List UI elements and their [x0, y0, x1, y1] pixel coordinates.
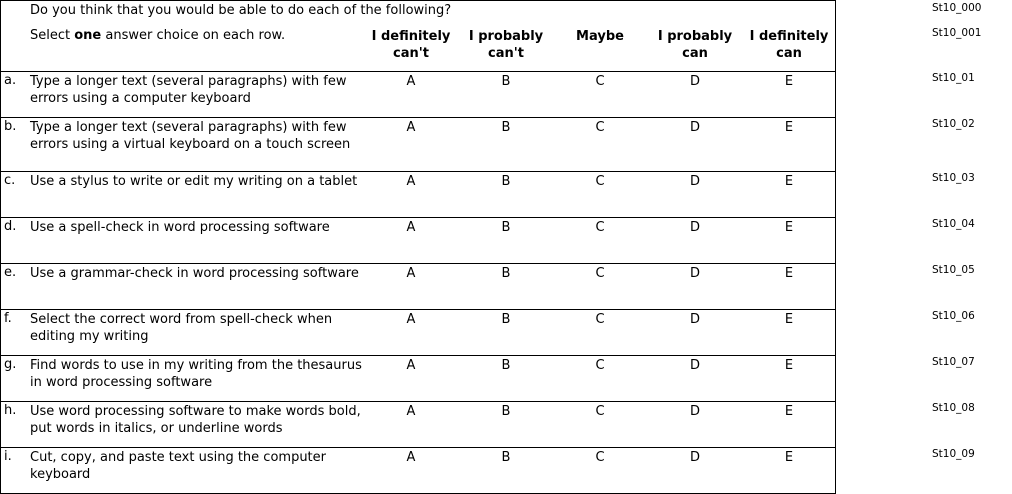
answer-option-b[interactable]: B [501, 74, 511, 89]
answer-option-d[interactable]: D [689, 120, 700, 135]
row-code: St10_02 [932, 118, 975, 130]
table-row: b. Type a longer text (several paragraph… [1, 117, 835, 172]
row-letter: c. [4, 173, 16, 188]
answer-option-e[interactable]: E [784, 312, 794, 327]
table-row: g. Find words to use in my writing from … [1, 355, 835, 402]
answer-option-d[interactable]: D [689, 404, 700, 419]
answer-option-a[interactable]: A [406, 266, 416, 281]
answer-option-e[interactable]: E [784, 120, 794, 135]
row-code: St10_06 [932, 310, 975, 322]
answer-option-a[interactable]: A [406, 120, 416, 135]
column-header: I definitely can [749, 29, 829, 61]
instruction-post: answer choice on each row. [101, 28, 286, 43]
row-letter: g. [4, 357, 17, 372]
answer-option-e[interactable]: E [784, 358, 794, 373]
answer-option-d[interactable]: D [689, 450, 700, 465]
row-text: Cut, copy, and paste text using the comp… [30, 450, 326, 482]
answer-option-e[interactable]: E [784, 266, 794, 281]
answer-option-d[interactable]: D [689, 74, 700, 89]
column-header: I probably can [657, 29, 733, 61]
answer-option-b[interactable]: B [501, 312, 511, 327]
answer-option-a[interactable]: A [406, 174, 416, 189]
row-code: St10_07 [932, 356, 975, 368]
answer-option-b[interactable]: B [501, 120, 511, 135]
row-code: St10_01 [932, 72, 975, 84]
answer-option-d[interactable]: D [689, 220, 700, 235]
answer-option-d[interactable]: D [689, 174, 700, 189]
header-code: St10_000 [932, 2, 982, 14]
answer-option-a[interactable]: A [406, 450, 416, 465]
question-table: Do you think that you would be able to d… [0, 0, 836, 494]
column-header: I definitely can't [371, 29, 451, 61]
table-row: i. Cut, copy, and paste text using the c… [1, 447, 835, 494]
row-text: Type a longer text (several paragraphs) … [30, 120, 351, 152]
table-row: d. Use a spell-check in word processing … [1, 217, 835, 264]
answer-option-a[interactable]: A [406, 312, 416, 327]
answer-option-c[interactable]: C [595, 312, 605, 327]
row-text: Find words to use in my writing from the… [30, 358, 362, 390]
row-letter: b. [4, 119, 17, 134]
column-header: I probably can't [468, 29, 544, 61]
row-text: Use a grammar-check in word processing s… [30, 266, 359, 281]
instruction-pre: Select [30, 28, 75, 43]
answer-option-e[interactable]: E [784, 220, 794, 235]
answer-option-b[interactable]: B [501, 266, 511, 281]
answer-option-e[interactable]: E [784, 74, 794, 89]
row-letter: a. [4, 73, 17, 88]
row-code: St10_04 [932, 218, 975, 230]
table-row: e. Use a grammar-check in word processin… [1, 263, 835, 310]
answer-option-b[interactable]: B [501, 220, 511, 235]
row-text: Use a stylus to write or edit my writing… [30, 174, 358, 189]
answer-option-c[interactable]: C [595, 404, 605, 419]
table-row: h. Use word processing software to make … [1, 401, 835, 448]
answer-option-e[interactable]: E [784, 174, 794, 189]
answer-option-a[interactable]: A [406, 220, 416, 235]
row-letter: f. [4, 311, 12, 326]
row-code: St10_05 [932, 264, 975, 276]
row-text: Use word processing software to make wor… [30, 404, 361, 436]
column-header: Maybe [576, 29, 624, 44]
answer-option-c[interactable]: C [595, 266, 605, 281]
instruction-text: Select one answer choice on each row. [30, 28, 285, 43]
table-row: f. Select the correct word from spell-ch… [1, 309, 835, 356]
row-code: St10_09 [932, 448, 975, 460]
answer-option-b[interactable]: B [501, 174, 511, 189]
row-code: St10_03 [932, 172, 975, 184]
row-text: Use a spell-check in word processing sof… [30, 220, 330, 235]
answer-option-a[interactable]: A [406, 404, 416, 419]
answer-option-c[interactable]: C [595, 174, 605, 189]
answer-option-a[interactable]: A [406, 358, 416, 373]
answer-option-e[interactable]: E [784, 450, 794, 465]
table-row: a. Type a longer text (several paragraph… [1, 71, 835, 118]
answer-option-c[interactable]: C [595, 358, 605, 373]
answer-option-c[interactable]: C [595, 220, 605, 235]
answer-option-e[interactable]: E [784, 404, 794, 419]
header-code: St10_001 [932, 27, 982, 39]
row-text: Select the correct word from spell-check… [30, 312, 333, 344]
answer-option-b[interactable]: B [501, 450, 511, 465]
question-text: Do you think that you would be able to d… [30, 3, 452, 18]
answer-option-c[interactable]: C [595, 74, 605, 89]
row-letter: h. [4, 403, 17, 418]
table-row: c. Use a stylus to write or edit my writ… [1, 171, 835, 218]
answer-option-d[interactable]: D [689, 358, 700, 373]
row-letter: d. [4, 219, 17, 234]
row-letter: i. [4, 449, 12, 464]
row-letter: e. [4, 265, 17, 280]
answer-option-c[interactable]: C [595, 450, 605, 465]
answer-option-b[interactable]: B [501, 404, 511, 419]
answer-option-a[interactable]: A [406, 74, 416, 89]
instruction-bold: one [74, 28, 102, 43]
answer-option-b[interactable]: B [501, 358, 511, 373]
answer-option-d[interactable]: D [689, 312, 700, 327]
answer-option-c[interactable]: C [595, 120, 605, 135]
row-code: St10_08 [932, 402, 975, 414]
row-text: Type a longer text (several paragraphs) … [30, 74, 347, 106]
answer-option-d[interactable]: D [689, 266, 700, 281]
